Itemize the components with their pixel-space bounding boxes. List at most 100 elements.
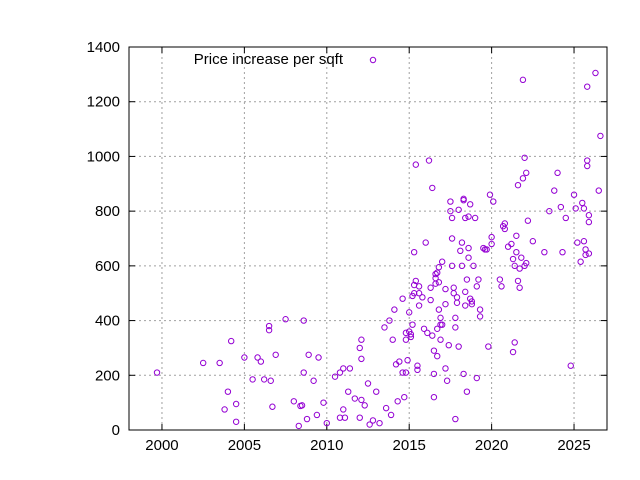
data-point <box>404 357 411 364</box>
data-point <box>310 377 317 384</box>
data-point <box>351 395 359 402</box>
data-point <box>396 358 403 365</box>
data-point <box>341 414 349 421</box>
data-point <box>458 239 466 246</box>
data-point <box>501 220 509 227</box>
data-point <box>430 393 438 401</box>
data-point <box>346 365 354 372</box>
y-tick-label: 200 <box>95 367 120 384</box>
data-point <box>546 207 553 215</box>
data-point <box>414 366 421 374</box>
data-point <box>554 169 561 177</box>
x-tick-label: 2000 <box>145 437 178 454</box>
data-point <box>458 262 466 270</box>
data-point <box>514 181 522 189</box>
data-point <box>523 259 530 267</box>
data-point <box>460 197 467 204</box>
data-point <box>356 344 363 352</box>
data-point <box>249 376 256 383</box>
data-point <box>199 359 207 367</box>
data-point <box>442 365 449 372</box>
plot-border <box>128 46 608 431</box>
data-point <box>429 332 436 339</box>
data-point <box>580 205 588 212</box>
data-point <box>521 154 528 161</box>
data-point <box>513 248 520 256</box>
data-point <box>424 329 431 337</box>
data-point <box>447 207 454 215</box>
data-point <box>516 265 523 272</box>
data-point <box>511 262 518 270</box>
axes: 2000 2005 2010 2015 2020 2025 0 200 400 600 800 100… <box>87 39 608 454</box>
data-point <box>358 355 365 363</box>
data-point <box>473 283 480 290</box>
data-point <box>422 239 429 246</box>
data-point <box>340 365 347 372</box>
data-point <box>468 298 476 305</box>
data-point <box>585 212 593 219</box>
y-tick-label: 400 <box>95 313 120 330</box>
data-point <box>572 205 579 212</box>
data-points <box>153 69 604 430</box>
data-point <box>498 283 505 290</box>
data-point <box>389 336 396 343</box>
data-point <box>442 285 449 293</box>
data-point <box>298 402 306 409</box>
data-point <box>513 232 520 239</box>
data-point <box>412 277 419 285</box>
data-point <box>462 302 469 309</box>
data-point <box>460 370 467 378</box>
data-point <box>435 279 443 286</box>
y-tick-label: 600 <box>95 258 120 275</box>
data-point <box>483 246 490 253</box>
data-point <box>407 331 415 338</box>
data-point <box>227 337 235 345</box>
data-point <box>455 343 462 350</box>
data-point <box>511 339 518 346</box>
data-point <box>574 239 581 246</box>
data-point <box>445 341 452 349</box>
data-point <box>406 309 413 316</box>
data-point <box>224 388 232 395</box>
data-point <box>257 358 265 365</box>
data-point <box>430 370 438 378</box>
data-point <box>434 352 441 360</box>
y-tick-label: 1400 <box>87 39 120 56</box>
data-point <box>457 247 464 255</box>
data-point <box>567 362 574 369</box>
data-point <box>358 336 365 343</box>
data-point <box>415 283 423 290</box>
data-point <box>267 377 274 384</box>
data-point <box>465 254 472 261</box>
data-point <box>412 161 419 168</box>
data-point <box>508 240 515 248</box>
data-point <box>300 369 307 376</box>
data-point <box>450 290 457 297</box>
x-tick-label: 2005 <box>228 437 261 454</box>
data-point <box>514 277 522 285</box>
data-point <box>579 199 586 207</box>
data-point <box>254 354 261 361</box>
data-point <box>434 325 441 332</box>
data-point <box>241 354 248 361</box>
data-point <box>496 276 504 283</box>
grid <box>129 47 607 430</box>
data-point <box>476 313 484 320</box>
data-point <box>475 276 482 283</box>
data-point <box>295 422 302 430</box>
data-point <box>415 302 423 309</box>
data-point <box>427 284 434 291</box>
data-point <box>265 326 273 334</box>
y-tick-label: 1000 <box>87 148 120 165</box>
data-point <box>313 411 321 419</box>
data-point <box>453 294 461 301</box>
data-point <box>559 248 566 256</box>
data-point <box>394 398 401 405</box>
data-point <box>592 69 599 77</box>
data-point <box>448 214 456 222</box>
data-point <box>450 284 457 291</box>
data-point <box>221 406 228 413</box>
data-point <box>290 398 298 405</box>
